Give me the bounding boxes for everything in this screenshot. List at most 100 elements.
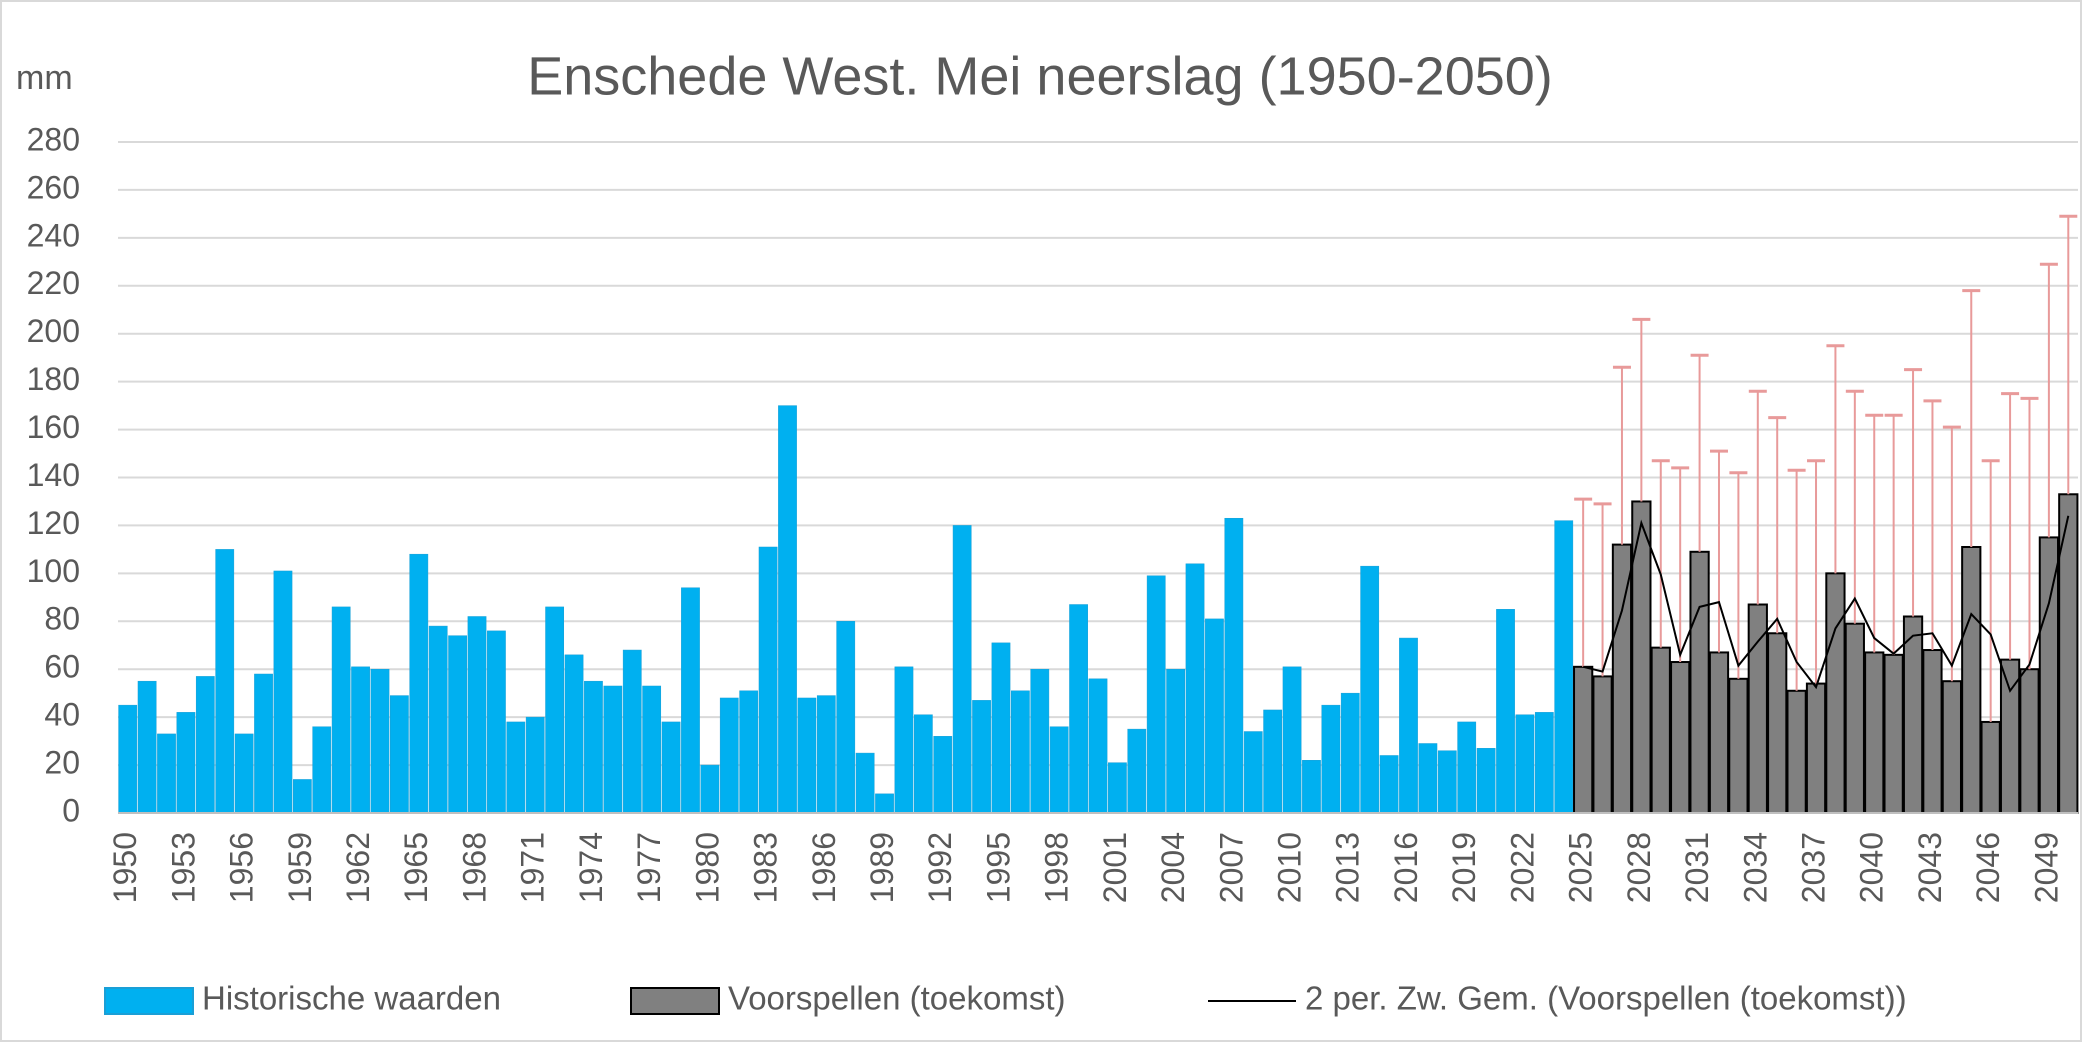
bar <box>254 673 273 814</box>
x-tick-label: 1950 <box>107 832 143 903</box>
bar <box>1922 649 1943 814</box>
bar <box>603 685 623 814</box>
bar <box>1689 550 1710 815</box>
bar <box>1883 653 1904 814</box>
x-tick-label: 1986 <box>806 832 842 903</box>
bar <box>913 714 933 814</box>
x-tick-label: 1962 <box>340 832 376 903</box>
x-tick-label: 1974 <box>573 832 609 903</box>
bar <box>1011 690 1030 814</box>
chart-title: Enschede West. Mei neerslag (1950-2050) <box>527 46 1553 106</box>
bar <box>525 716 545 814</box>
bar <box>157 733 176 814</box>
bar <box>1825 572 1846 814</box>
bar <box>1864 651 1885 814</box>
bar <box>118 704 138 814</box>
bar <box>1127 728 1147 814</box>
bar <box>1534 712 1554 814</box>
bar <box>1418 743 1438 814</box>
bar <box>1728 677 1749 814</box>
x-tick-label: 1971 <box>515 832 551 903</box>
bar <box>390 695 409 814</box>
bar <box>1786 689 1807 815</box>
bar <box>487 630 506 814</box>
x-tick-label: 1998 <box>1039 832 1075 903</box>
y-tick-label: 20 <box>44 745 80 781</box>
y-tick-label: 220 <box>27 265 80 301</box>
bar <box>273 570 293 814</box>
bar <box>2019 668 2040 815</box>
bar <box>1185 563 1205 814</box>
bar <box>952 525 972 814</box>
bar <box>292 779 312 814</box>
y-tick-label: 180 <box>27 361 80 397</box>
bar <box>1941 680 1962 814</box>
y-tick-label: 280 <box>27 121 80 157</box>
bar <box>642 685 662 814</box>
y-tick-label: 240 <box>27 217 80 253</box>
bar <box>661 721 681 814</box>
y-tick-label: 80 <box>44 601 80 637</box>
bar <box>234 733 254 814</box>
bar <box>467 616 487 814</box>
x-tick-label: 2028 <box>1621 832 1657 903</box>
bar <box>972 700 991 814</box>
bar <box>1205 618 1224 814</box>
bar <box>1379 755 1399 814</box>
bar <box>1496 609 1515 814</box>
y-axis-label: mm <box>16 59 73 97</box>
bar <box>1049 726 1069 814</box>
bar <box>1650 646 1671 814</box>
y-tick-label: 40 <box>44 697 80 733</box>
x-tick-label: 2007 <box>1213 832 1249 903</box>
bar <box>1399 637 1418 814</box>
bar <box>1302 760 1321 814</box>
bar <box>215 549 235 814</box>
bar <box>1592 675 1613 814</box>
bar <box>1902 615 1924 814</box>
bar <box>584 680 603 814</box>
legend-label: Voorspellen (toekomst) <box>728 980 1066 1017</box>
bar <box>1224 517 1244 814</box>
bar <box>506 721 526 814</box>
bar <box>409 553 429 814</box>
bar <box>1030 668 1050 814</box>
bar <box>991 642 1011 814</box>
x-tick-label: 2010 <box>1272 832 1308 903</box>
x-tick-label: 1977 <box>631 832 667 903</box>
bar <box>875 793 894 814</box>
bar <box>1844 622 1865 814</box>
bar <box>816 695 836 814</box>
x-tick-label: 2001 <box>1097 832 1133 903</box>
bar <box>1573 665 1594 815</box>
bar <box>1282 666 1302 814</box>
x-tick-label: 2040 <box>1854 832 1890 903</box>
bar <box>370 668 390 814</box>
legend-label: 2 per. Zw. Gem. (Voorspellen (toekomst)) <box>1305 980 1907 1017</box>
x-tick-label: 2031 <box>1679 832 1715 903</box>
y-tick-label: 260 <box>27 169 80 205</box>
x-tick-label: 1989 <box>864 832 900 903</box>
bar <box>700 764 720 814</box>
x-tick-label: 1956 <box>224 832 260 903</box>
y-tick-label: 120 <box>27 505 80 541</box>
bar <box>1360 565 1380 814</box>
x-tick-label: 2049 <box>2028 832 2064 903</box>
bar <box>1243 731 1263 814</box>
x-tick-label: 2019 <box>1446 832 1482 903</box>
bar <box>1437 750 1457 814</box>
legend-swatch <box>630 987 720 1015</box>
bar <box>1457 721 1477 814</box>
bar <box>1767 632 1788 815</box>
bar <box>1515 714 1535 814</box>
x-tick-label: 1995 <box>980 832 1016 903</box>
x-tick-label: 1992 <box>922 832 958 903</box>
y-tick-label: 200 <box>27 313 80 349</box>
x-tick-label: 1983 <box>748 832 784 903</box>
x-tick-label: 2046 <box>1970 832 2006 903</box>
bar <box>1476 748 1496 814</box>
bar <box>564 654 584 814</box>
y-tick-label: 140 <box>27 457 80 493</box>
x-tick-label: 2016 <box>1388 832 1424 903</box>
